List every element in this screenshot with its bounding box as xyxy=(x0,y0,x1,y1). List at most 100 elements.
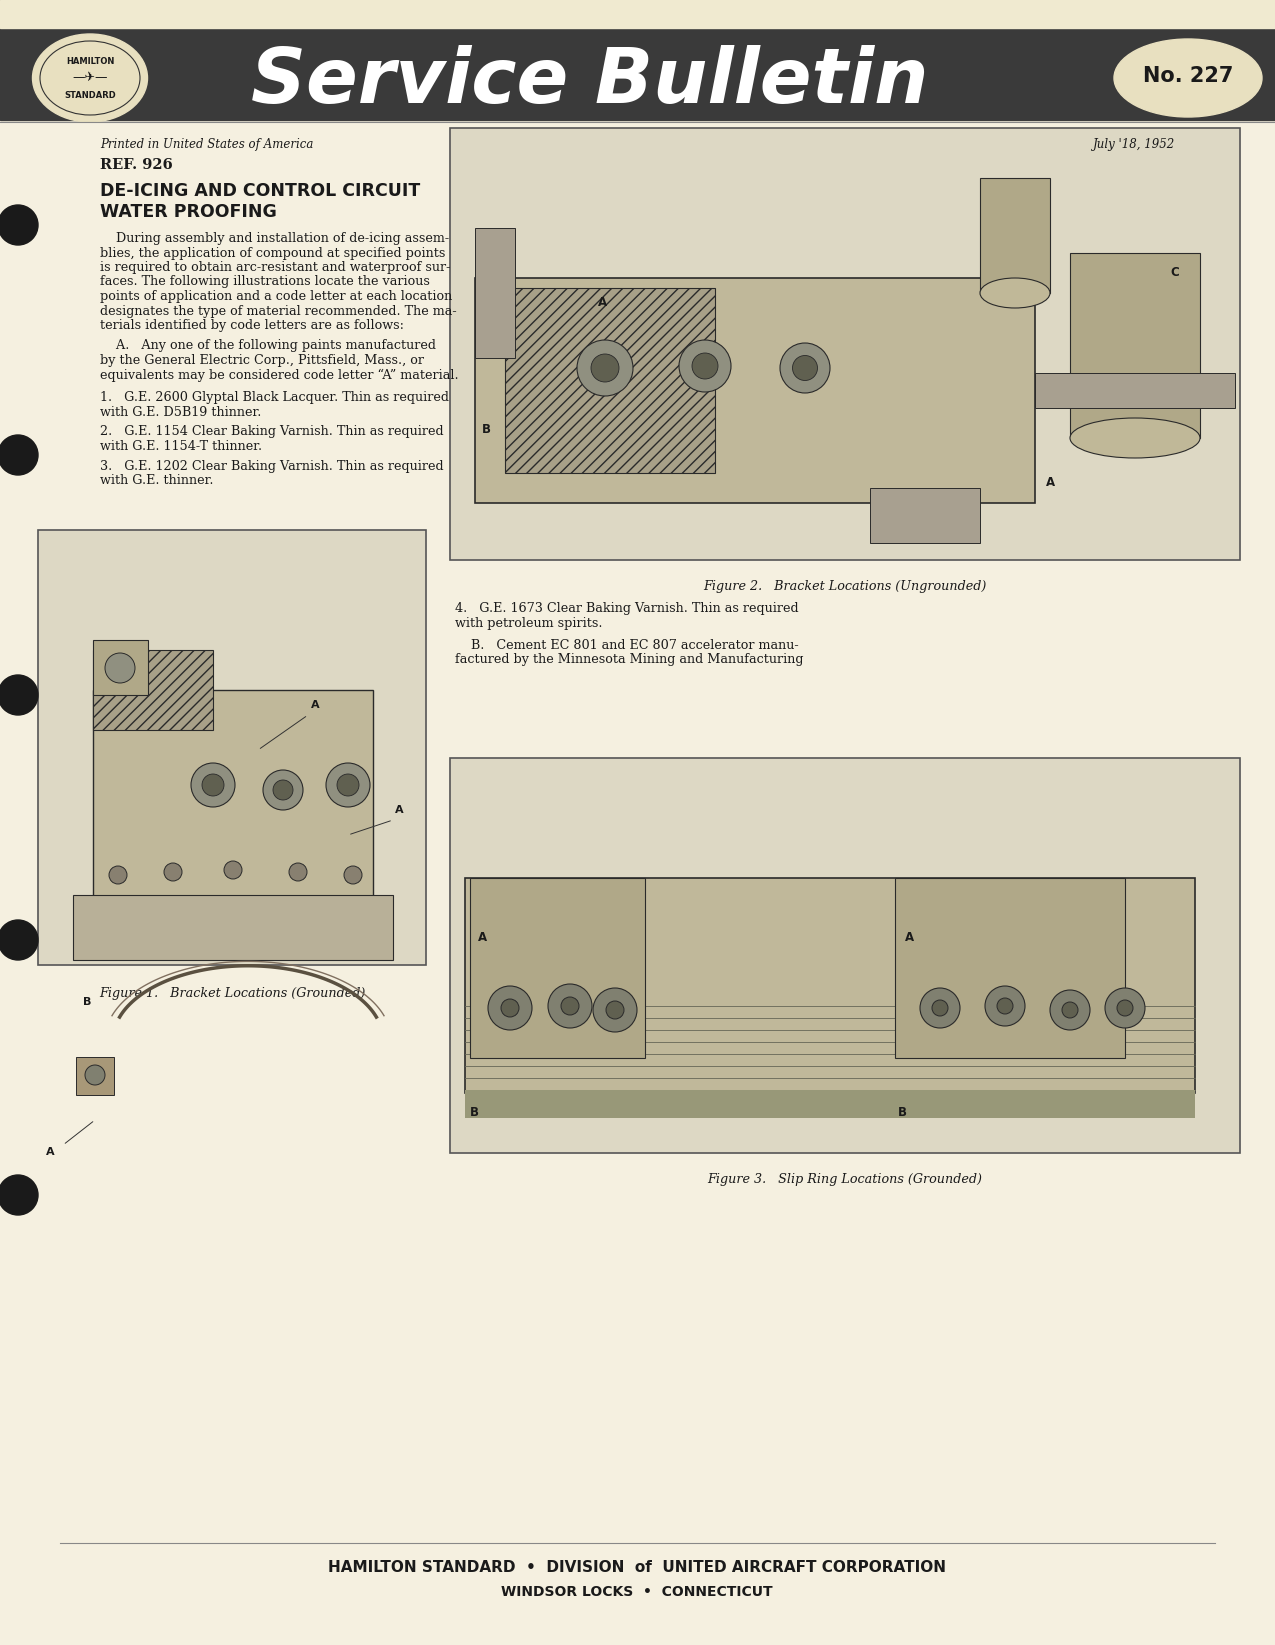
Text: A: A xyxy=(1046,475,1056,489)
Text: HAMILTON: HAMILTON xyxy=(66,58,115,66)
Text: B: B xyxy=(898,1105,907,1119)
Bar xyxy=(0,0,1275,120)
Text: STANDARD: STANDARD xyxy=(64,90,116,99)
Circle shape xyxy=(0,206,38,245)
Text: equivalents may be considered code letter “A” material.: equivalents may be considered code lette… xyxy=(99,368,459,382)
Circle shape xyxy=(592,354,618,382)
Circle shape xyxy=(273,780,293,799)
Text: Figure 1.   Bracket Locations (Grounded): Figure 1. Bracket Locations (Grounded) xyxy=(99,987,365,1000)
Text: with G.E. D5B19 thinner.: with G.E. D5B19 thinner. xyxy=(99,406,261,418)
Text: with petroleum spirits.: with petroleum spirits. xyxy=(455,617,603,630)
Circle shape xyxy=(0,920,38,961)
Bar xyxy=(476,229,515,359)
Text: A.   Any one of the following paints manufactured: A. Any one of the following paints manuf… xyxy=(99,339,436,352)
Bar xyxy=(980,178,1051,293)
Circle shape xyxy=(932,1000,949,1017)
Bar xyxy=(40,531,425,964)
Bar xyxy=(0,0,1275,28)
Ellipse shape xyxy=(1070,418,1200,457)
Circle shape xyxy=(606,1002,623,1018)
Circle shape xyxy=(289,864,307,882)
Bar xyxy=(93,689,374,900)
Bar xyxy=(450,128,1241,559)
Text: 1.   G.E. 2600 Glyptal Black Lacquer. Thin as required: 1. G.E. 2600 Glyptal Black Lacquer. Thin… xyxy=(99,392,449,405)
Circle shape xyxy=(593,989,638,1031)
Bar xyxy=(1070,253,1200,438)
Circle shape xyxy=(326,763,370,808)
Circle shape xyxy=(224,860,242,878)
Bar xyxy=(870,489,980,543)
Text: A: A xyxy=(905,931,914,944)
Circle shape xyxy=(501,999,519,1017)
Bar xyxy=(895,878,1125,1058)
Circle shape xyxy=(1051,990,1090,1030)
Bar xyxy=(451,128,1239,559)
Circle shape xyxy=(793,355,817,380)
Circle shape xyxy=(0,434,38,475)
Text: A: A xyxy=(311,701,320,711)
Circle shape xyxy=(1117,1000,1133,1017)
Circle shape xyxy=(201,775,224,796)
Text: with G.E. 1154-T thinner.: with G.E. 1154-T thinner. xyxy=(99,439,263,452)
Text: 4.   G.E. 1673 Clear Baking Varnish. Thin as required: 4. G.E. 1673 Clear Baking Varnish. Thin … xyxy=(455,602,798,615)
Text: with G.E. thinner.: with G.E. thinner. xyxy=(99,474,213,487)
Circle shape xyxy=(780,344,830,393)
Circle shape xyxy=(1105,989,1145,1028)
Circle shape xyxy=(344,865,362,883)
Text: 2.   G.E. 1154 Clear Baking Varnish. Thin as required: 2. G.E. 1154 Clear Baking Varnish. Thin … xyxy=(99,426,444,439)
Ellipse shape xyxy=(1114,39,1262,117)
Text: points of application and a code letter at each location: points of application and a code letter … xyxy=(99,290,453,303)
Bar xyxy=(476,278,1035,503)
Circle shape xyxy=(85,1064,105,1086)
Text: blies, the application of compound at specified points: blies, the application of compound at sp… xyxy=(99,247,445,260)
Text: WINDSOR LOCKS  •  CONNECTICUT: WINDSOR LOCKS • CONNECTICUT xyxy=(501,1586,773,1599)
Circle shape xyxy=(337,775,360,796)
Circle shape xyxy=(997,999,1014,1013)
Circle shape xyxy=(263,770,303,809)
Circle shape xyxy=(680,341,731,392)
Text: B: B xyxy=(482,423,491,436)
Bar xyxy=(450,758,1241,1153)
Bar xyxy=(93,640,148,694)
Text: A: A xyxy=(46,1147,55,1156)
Bar xyxy=(451,758,1239,1152)
Circle shape xyxy=(164,864,182,882)
Bar xyxy=(76,1058,113,1096)
Text: is required to obtain arc-resistant and waterproof sur-: is required to obtain arc-resistant and … xyxy=(99,262,450,275)
Text: REF. 926: REF. 926 xyxy=(99,158,172,173)
Text: 3.   G.E. 1202 Clear Baking Varnish. Thin as required: 3. G.E. 1202 Clear Baking Varnish. Thin … xyxy=(99,461,444,474)
Text: DE-ICING AND CONTROL CIRCUIT: DE-ICING AND CONTROL CIRCUIT xyxy=(99,183,421,201)
Circle shape xyxy=(0,1175,38,1216)
Text: HAMILTON STANDARD  •  DIVISION  of  UNITED AIRCRAFT CORPORATION: HAMILTON STANDARD • DIVISION of UNITED A… xyxy=(328,1559,946,1574)
Text: B.   Cement EC 801 and EC 807 accelerator manu-: B. Cement EC 801 and EC 807 accelerator … xyxy=(455,638,798,651)
Ellipse shape xyxy=(32,35,148,122)
Circle shape xyxy=(0,674,38,716)
Circle shape xyxy=(548,984,592,1028)
Bar xyxy=(93,650,213,730)
Bar xyxy=(465,878,1195,1092)
Text: C: C xyxy=(1170,266,1179,280)
Text: A: A xyxy=(598,296,607,309)
Bar xyxy=(1035,373,1235,408)
Circle shape xyxy=(488,985,532,1030)
Circle shape xyxy=(191,763,235,808)
Circle shape xyxy=(1062,1002,1077,1018)
Circle shape xyxy=(986,985,1025,1026)
Bar xyxy=(38,530,426,966)
Bar xyxy=(470,878,645,1058)
Text: Printed in United States of America: Printed in United States of America xyxy=(99,138,314,151)
Text: Figure 2.   Bracket Locations (Ungrounded): Figure 2. Bracket Locations (Ungrounded) xyxy=(704,581,987,592)
Text: Service Bulletin: Service Bulletin xyxy=(251,44,928,118)
Text: faces. The following illustrations locate the various: faces. The following illustrations locat… xyxy=(99,275,430,288)
Text: No. 227: No. 227 xyxy=(1142,66,1233,86)
Text: factured by the Minnesota Mining and Manufacturing: factured by the Minnesota Mining and Man… xyxy=(455,653,803,666)
Text: —✈—: —✈— xyxy=(73,71,108,84)
Circle shape xyxy=(108,865,128,883)
Ellipse shape xyxy=(980,278,1051,308)
Circle shape xyxy=(105,653,135,683)
Text: designates the type of material recommended. The ma-: designates the type of material recommen… xyxy=(99,304,456,317)
Text: A: A xyxy=(478,931,487,944)
Circle shape xyxy=(561,997,579,1015)
Bar xyxy=(73,895,393,961)
Text: July '18, 1952: July '18, 1952 xyxy=(1093,138,1176,151)
